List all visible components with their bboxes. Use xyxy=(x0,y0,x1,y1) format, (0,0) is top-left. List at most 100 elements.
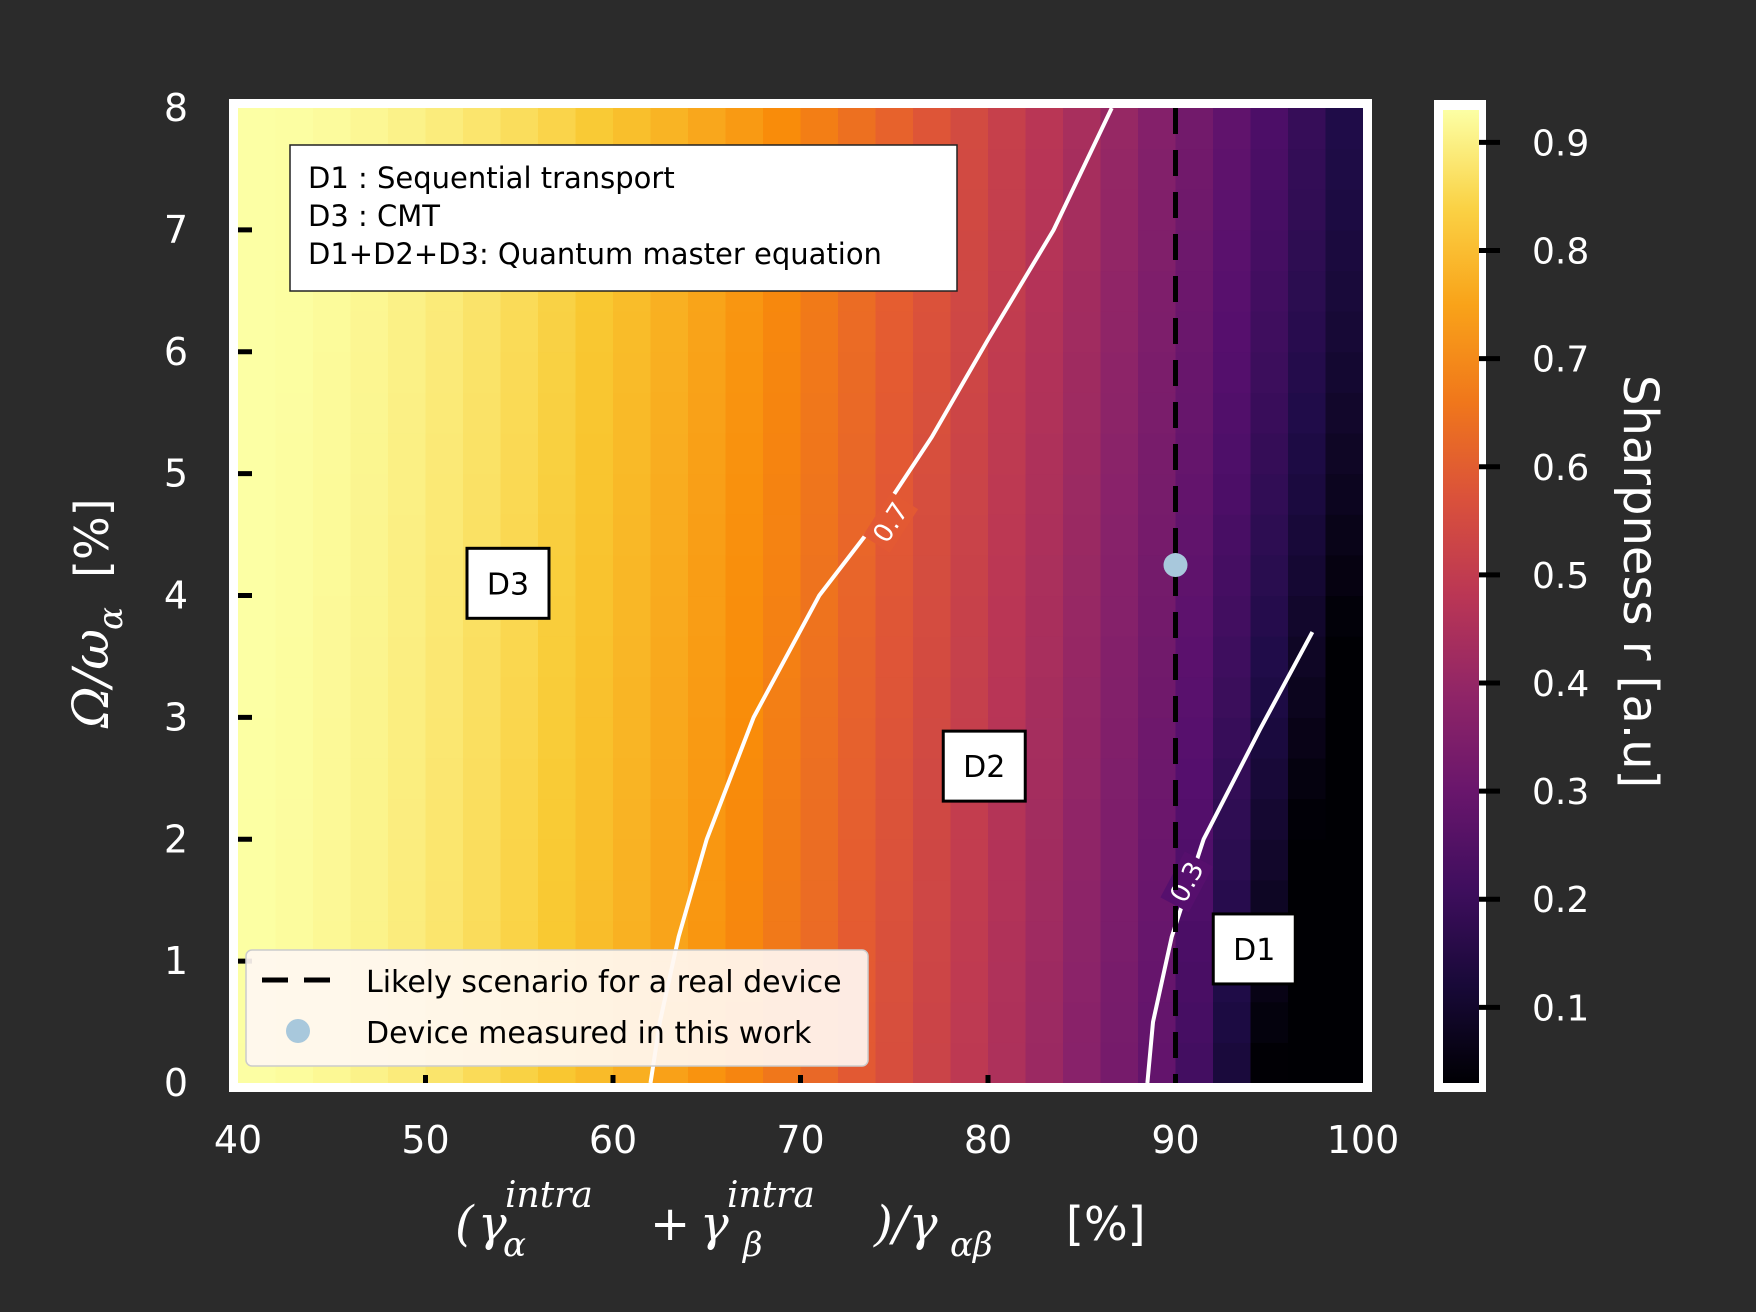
heatmap-cell xyxy=(1325,1042,1363,1083)
heatmap-cell xyxy=(1213,108,1252,150)
heatmap-cell xyxy=(1063,676,1102,718)
heatmap-cell xyxy=(275,879,314,922)
y-tick-label: 0 xyxy=(164,1061,188,1105)
heatmap-cell xyxy=(1063,879,1102,922)
heatmap-cell xyxy=(688,392,727,434)
heatmap-cell xyxy=(763,879,802,922)
heatmap-cell xyxy=(1025,514,1064,556)
heatmap-cell xyxy=(913,311,952,353)
heatmap-cell xyxy=(800,514,839,556)
x-tick-label: 80 xyxy=(964,1118,1012,1162)
heatmap-cell xyxy=(613,351,652,393)
heatmap-cell xyxy=(575,839,614,881)
heatmap-cell xyxy=(725,351,764,393)
heatmap-cell xyxy=(1175,108,1214,150)
heatmap-cell xyxy=(313,839,352,881)
heatmap-cell xyxy=(425,595,464,637)
x-tick-label: 40 xyxy=(214,1118,262,1162)
heatmap-cell xyxy=(575,717,614,759)
heatmap-cell xyxy=(1063,473,1102,515)
heatmap-cell xyxy=(613,717,652,759)
heatmap-cell xyxy=(575,554,614,597)
heatmap-cell xyxy=(463,839,502,881)
heatmap-cell xyxy=(1288,392,1327,434)
heatmap-cell xyxy=(575,879,614,922)
heatmap-cell xyxy=(988,514,1027,556)
heatmap-cell xyxy=(1250,189,1289,231)
heatmap-cell xyxy=(1213,148,1252,190)
svg-text:intra: intra xyxy=(505,1175,593,1216)
heatmap-cell xyxy=(575,108,614,150)
heatmap-cell xyxy=(988,108,1027,150)
heatmap-cell xyxy=(950,392,989,434)
heatmap-cell xyxy=(1063,839,1102,881)
heatmap-cell xyxy=(613,636,652,678)
heatmap-cell xyxy=(800,311,839,353)
contour-label-gap xyxy=(862,491,919,553)
y-tick-label: 5 xyxy=(164,452,188,496)
heatmap-cell xyxy=(1063,270,1102,312)
heatmap-cell xyxy=(1175,676,1214,718)
heatmap-cell xyxy=(388,839,427,881)
heatmap-cell xyxy=(388,392,427,434)
svg-text:[%]: [%] xyxy=(65,498,119,578)
heatmap-cell xyxy=(1325,676,1363,718)
heatmap-cell xyxy=(725,311,764,353)
heatmap-cell xyxy=(350,473,389,515)
heatmap-cell xyxy=(350,351,389,393)
heatmap-cell xyxy=(838,676,877,718)
svg-text:Ω/ω: Ω/ω xyxy=(62,629,120,729)
heatmap-cell xyxy=(388,676,427,718)
heatmap-cell xyxy=(875,798,914,840)
heatmap-cell xyxy=(613,473,652,515)
heatmap-cell xyxy=(500,758,539,800)
heatmap-cell xyxy=(238,148,277,190)
heatmap-cell xyxy=(275,108,314,150)
heatmap-cell xyxy=(1025,473,1064,515)
heatmap-cell xyxy=(1175,229,1214,272)
heatmap-cell xyxy=(425,676,464,718)
heatmap-cell xyxy=(463,108,502,150)
heatmap-cell xyxy=(275,311,314,353)
heatmap-cell xyxy=(538,108,577,150)
heatmap-cell xyxy=(1175,758,1214,800)
heatmap-cell xyxy=(988,351,1027,393)
heatmap-cell xyxy=(763,717,802,759)
heatmap-cell xyxy=(500,839,539,881)
heatmap-cell xyxy=(1175,473,1214,515)
heatmap-cell xyxy=(650,473,689,515)
heatmap-cell xyxy=(425,473,464,515)
heatmap-cell xyxy=(1325,798,1363,840)
heatmap-cell xyxy=(1213,351,1252,393)
heatmap-cell xyxy=(875,108,914,150)
heatmap-cell xyxy=(1100,433,1139,475)
heatmap-cell xyxy=(313,595,352,637)
heatmap-cell xyxy=(1063,351,1102,393)
heatmap-cell xyxy=(800,839,839,881)
heatmap-cell xyxy=(1250,798,1289,840)
heatmap-cell xyxy=(950,514,989,556)
heatmap-cell xyxy=(313,351,352,393)
heatmap-cell xyxy=(425,351,464,393)
heatmap-cell xyxy=(1288,311,1327,353)
heatmap-cell xyxy=(463,717,502,759)
heatmap-cell xyxy=(1063,636,1102,678)
heatmap-cell xyxy=(1025,758,1064,800)
heatmap-cell xyxy=(988,839,1027,881)
heatmap-cell xyxy=(613,798,652,840)
heatmap-cell xyxy=(838,473,877,515)
heatmap-cell xyxy=(763,108,802,150)
heatmap-cell xyxy=(650,554,689,597)
region-label-box xyxy=(1211,912,1297,986)
heatmap-cell xyxy=(575,433,614,475)
heatmap-cell xyxy=(575,798,614,840)
heatmap-cell xyxy=(1288,1001,1327,1043)
heatmap-cell xyxy=(1213,514,1252,556)
heatmap-cell xyxy=(238,717,277,759)
svg-text:α: α xyxy=(503,1225,526,1265)
heatmap-cell xyxy=(875,1042,914,1083)
legend: Likely scenario for a real device Device… xyxy=(245,949,869,1067)
heatmap-cell xyxy=(838,717,877,759)
heatmap-cell xyxy=(538,676,577,718)
heatmap-cell xyxy=(1063,1001,1102,1043)
